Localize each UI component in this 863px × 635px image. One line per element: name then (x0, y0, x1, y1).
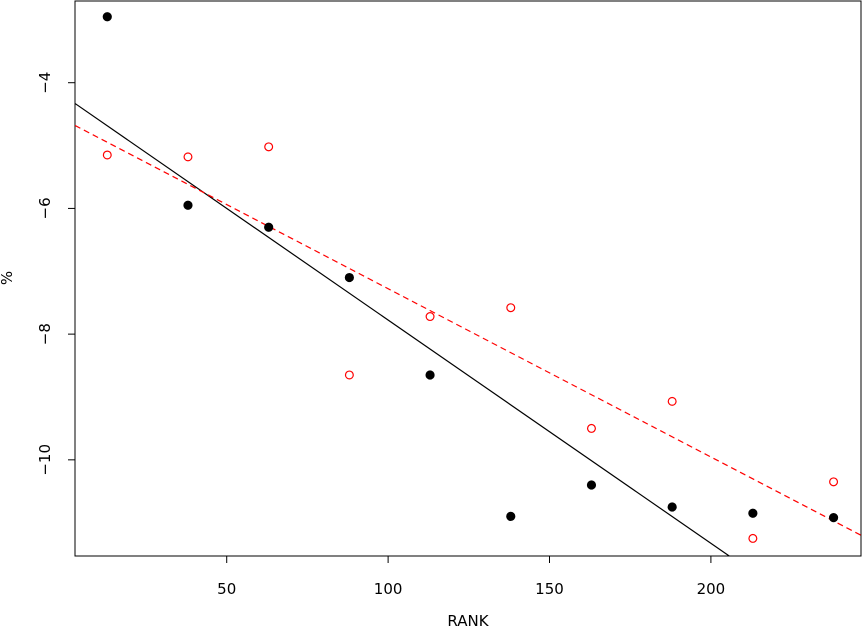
x-tick-label: 50 (217, 580, 236, 598)
black-fit-line (75, 102, 731, 556)
red-data-point (344, 370, 354, 380)
black-data-point (667, 502, 677, 512)
x-axis: 50 100 150 200 (217, 556, 725, 598)
red-data-point (425, 312, 435, 322)
black-data-point (344, 272, 354, 283)
black-data-point (506, 511, 516, 522)
black-data-point (425, 370, 435, 380)
y-axis: −4 −6 −8 −10 (36, 72, 75, 476)
red-data-point (264, 142, 274, 152)
black-data-point (264, 222, 274, 232)
red-data-point (667, 396, 677, 406)
red-data-point (748, 533, 758, 543)
x-tick-label: 200 (697, 580, 726, 598)
red-data-point (586, 423, 596, 433)
fit-lines (75, 102, 861, 556)
y-tick-label: −4 (36, 72, 54, 94)
y-tick-label: −10 (36, 444, 54, 476)
y-tick-label: −6 (36, 197, 54, 219)
red-data-point (506, 303, 516, 313)
red-data-point (829, 477, 839, 487)
red-data-point (183, 152, 193, 162)
black-data-point (748, 508, 758, 518)
red-fit-line (75, 124, 861, 536)
black-data-point (828, 513, 839, 523)
x-tick-label: 150 (535, 580, 564, 598)
x-tick-label: 100 (374, 580, 403, 598)
plot-frame (74, 0, 862, 557)
red-data-point (102, 150, 112, 160)
black-data-point (183, 200, 193, 210)
y-tick-label: −8 (36, 323, 54, 345)
y-axis-label: % (0, 271, 16, 285)
data-points (102, 12, 839, 543)
black-data-point (102, 12, 112, 22)
black-data-point (586, 480, 597, 490)
x-axis-label: RANK (447, 612, 489, 630)
